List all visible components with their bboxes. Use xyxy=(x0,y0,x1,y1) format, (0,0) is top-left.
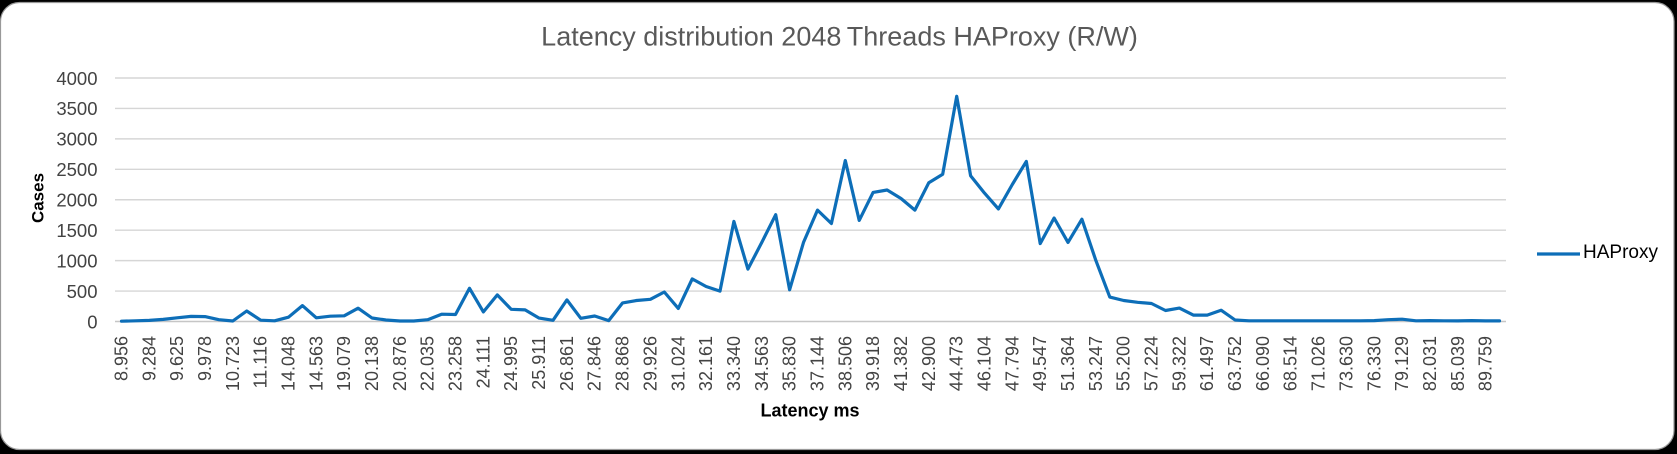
svg-text:33.340: 33.340 xyxy=(724,336,744,391)
svg-text:9.978: 9.978 xyxy=(195,336,215,381)
svg-text:79.129: 79.129 xyxy=(1392,336,1412,391)
svg-text:HAProxy: HAProxy xyxy=(1583,242,1658,263)
svg-text:8.956: 8.956 xyxy=(112,336,132,381)
svg-text:41.382: 41.382 xyxy=(891,336,911,391)
svg-text:23.258: 23.258 xyxy=(446,336,466,391)
svg-text:61.497: 61.497 xyxy=(1197,336,1217,391)
svg-text:Cases: Cases xyxy=(29,173,48,223)
svg-text:82.031: 82.031 xyxy=(1420,336,1440,391)
svg-text:73.630: 73.630 xyxy=(1336,336,1356,391)
svg-text:19.079: 19.079 xyxy=(334,336,354,391)
svg-text:1500: 1500 xyxy=(56,220,97,241)
svg-text:1000: 1000 xyxy=(56,250,97,271)
svg-text:66.090: 66.090 xyxy=(1253,336,1273,391)
svg-text:49.547: 49.547 xyxy=(1030,336,1050,391)
svg-text:71.026: 71.026 xyxy=(1309,336,1329,391)
svg-text:57.224: 57.224 xyxy=(1142,336,1162,391)
svg-text:28.868: 28.868 xyxy=(613,336,633,391)
svg-text:85.039: 85.039 xyxy=(1448,336,1468,391)
svg-text:26.861: 26.861 xyxy=(557,336,577,391)
svg-text:32.161: 32.161 xyxy=(696,336,716,391)
svg-text:22.035: 22.035 xyxy=(418,336,438,391)
svg-text:3000: 3000 xyxy=(56,129,97,150)
svg-text:24.111: 24.111 xyxy=(473,336,493,388)
svg-text:9.284: 9.284 xyxy=(139,336,159,381)
svg-text:27.846: 27.846 xyxy=(585,336,605,391)
svg-text:44.473: 44.473 xyxy=(947,336,967,391)
svg-text:Latency distribution 2048 Thre: Latency distribution 2048 Threads HAProx… xyxy=(541,22,1138,52)
svg-text:500: 500 xyxy=(67,281,98,302)
svg-text:42.900: 42.900 xyxy=(919,336,939,391)
svg-text:14.563: 14.563 xyxy=(306,336,326,391)
svg-text:9.625: 9.625 xyxy=(167,336,187,381)
svg-text:Latency ms: Latency ms xyxy=(760,401,859,421)
svg-text:37.144: 37.144 xyxy=(808,336,828,391)
svg-text:29.926: 29.926 xyxy=(640,336,660,391)
svg-text:55.200: 55.200 xyxy=(1114,336,1134,391)
svg-text:76.330: 76.330 xyxy=(1364,336,1384,391)
svg-text:24.995: 24.995 xyxy=(501,336,521,391)
svg-text:35.830: 35.830 xyxy=(780,336,800,391)
svg-text:53.247: 53.247 xyxy=(1086,336,1106,391)
svg-text:46.104: 46.104 xyxy=(975,336,995,391)
svg-text:47.794: 47.794 xyxy=(1002,336,1022,391)
svg-text:39.918: 39.918 xyxy=(863,336,883,391)
svg-text:3500: 3500 xyxy=(56,98,97,119)
svg-text:51.364: 51.364 xyxy=(1058,336,1078,391)
svg-text:2500: 2500 xyxy=(56,159,97,180)
svg-text:34.563: 34.563 xyxy=(752,336,772,391)
svg-text:2000: 2000 xyxy=(56,190,97,211)
svg-text:68.514: 68.514 xyxy=(1281,336,1301,391)
svg-text:14.048: 14.048 xyxy=(279,336,299,391)
svg-text:63.752: 63.752 xyxy=(1225,336,1245,391)
svg-text:25.911: 25.911 xyxy=(529,336,549,390)
svg-text:0: 0 xyxy=(87,311,97,332)
svg-text:89.759: 89.759 xyxy=(1476,336,1496,391)
svg-text:11.116: 11.116 xyxy=(251,336,271,388)
svg-text:38.506: 38.506 xyxy=(835,336,855,391)
svg-text:10.723: 10.723 xyxy=(223,336,243,391)
svg-text:20.876: 20.876 xyxy=(390,336,410,391)
svg-text:31.024: 31.024 xyxy=(668,336,688,391)
svg-text:4000: 4000 xyxy=(56,68,97,89)
svg-text:59.322: 59.322 xyxy=(1169,336,1189,391)
svg-text:20.138: 20.138 xyxy=(362,336,382,391)
